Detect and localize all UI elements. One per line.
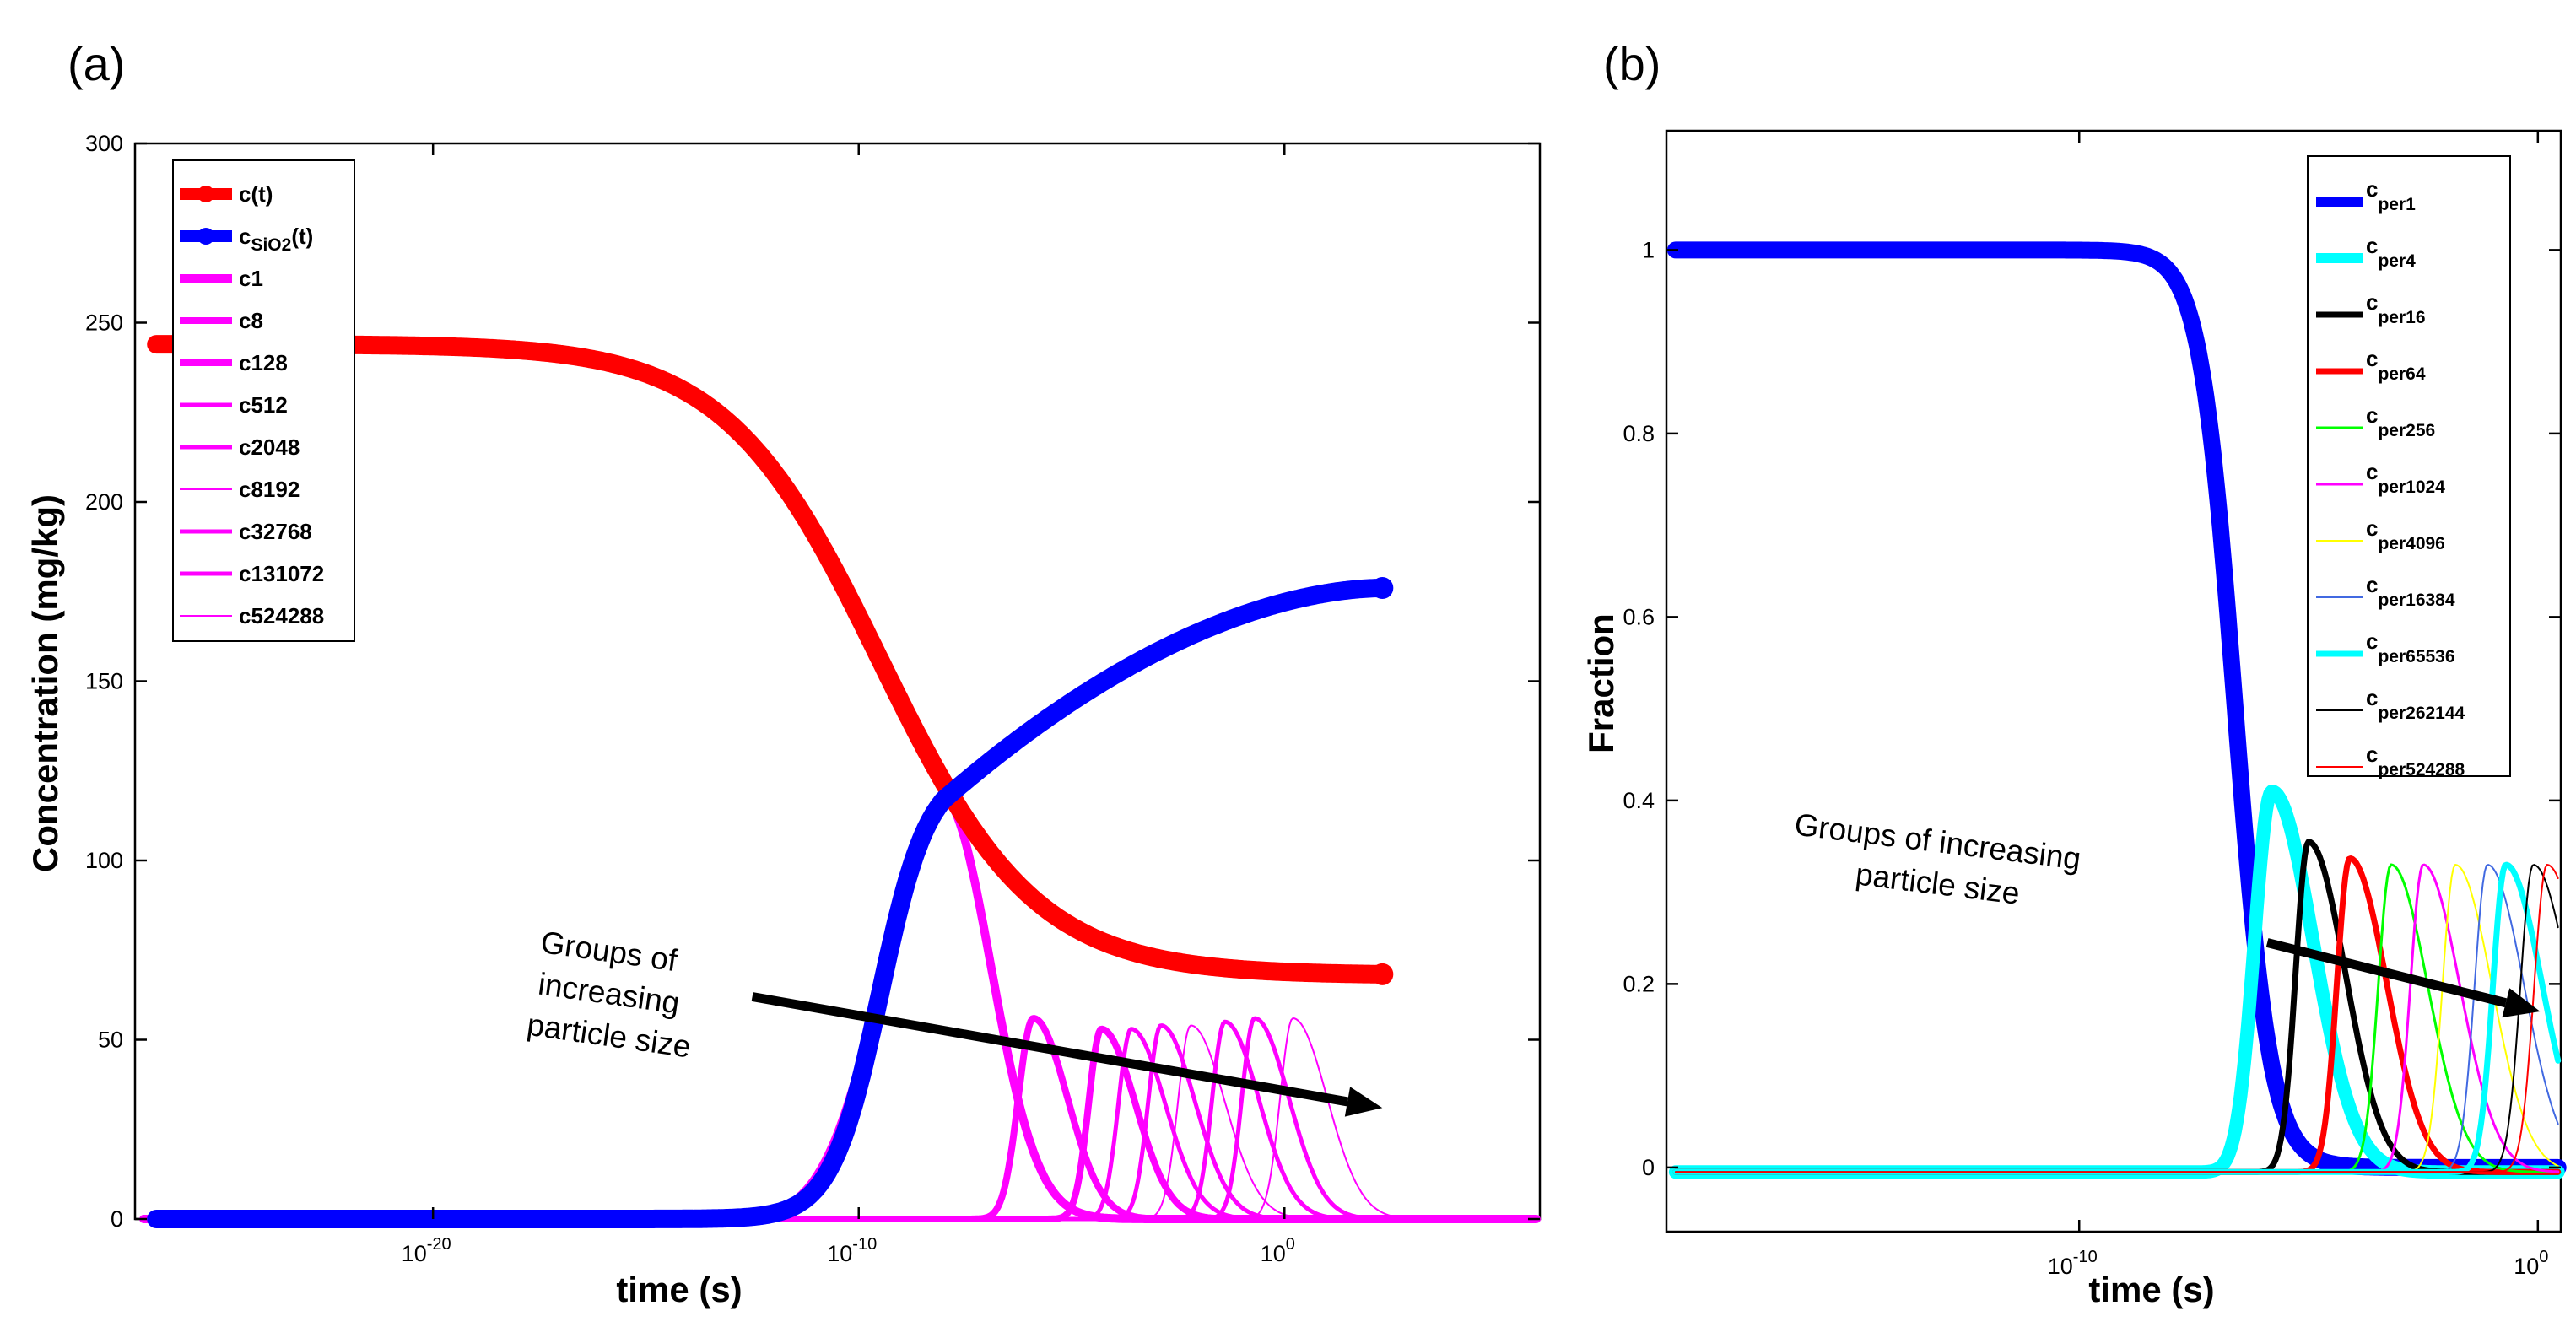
panel-b: (b) 0 0.2 0.4 0.6 0.8 1 1 0 -10 100 Fraction tim…: [1581, 37, 2567, 1309]
series-line-cSiO2(t): [147, 579, 1392, 1228]
panel-b-x-axis-title: time (s): [2088, 1270, 2214, 1309]
y-tick-label: 250: [85, 310, 123, 336]
series-line-cper256: [1674, 863, 2560, 1173]
panel-b-legend-box: [2307, 155, 2511, 777]
legend-label-c512: c512: [239, 392, 288, 418]
y-tick-label: 50: [98, 1028, 123, 1053]
legend-label-sub: per4: [2378, 251, 2416, 271]
panel-b-x-ticks: 10-10 100: [2048, 131, 2548, 1279]
series-line-cper262144: [1674, 864, 2559, 1173]
panel-a-x-axis-title: time (s): [616, 1270, 742, 1309]
legend-label-c524288: c524288: [239, 603, 324, 628]
x-tick-exponent: 0: [1286, 1235, 1295, 1254]
legend-marker-ct: [197, 186, 214, 202]
legend-label-tail: (t): [291, 224, 313, 249]
series-line-cper524288: [1674, 864, 2559, 1173]
panel-a-y-ticks: 0 50 100 150 200 250 300: [85, 131, 1540, 1232]
legend-label-sub: per262144: [2378, 704, 2465, 723]
panel-b-label: (b): [1603, 37, 1661, 90]
legend-marker-cSiO2t: [197, 228, 214, 245]
legend-label-c128: c128: [239, 350, 288, 375]
y-tick-label: 0.6: [1623, 604, 1655, 629]
legend-label-sub: per64: [2378, 364, 2425, 384]
series-line-cper16384: [1674, 864, 2559, 1173]
y-tick-label: 150: [85, 669, 123, 694]
y-tick-label: 0.8: [1623, 421, 1655, 446]
y-tick-label: 0.4: [1623, 788, 1655, 813]
x-tick-label: 10-10: [827, 1235, 877, 1266]
legend-label-c2048: c2048: [239, 434, 300, 460]
legend-label-c1: c1: [239, 266, 263, 291]
legend-label-sub: per1024: [2378, 477, 2445, 497]
legend-label-sub: per1: [2378, 195, 2416, 214]
series-end-marker-ct: [1371, 963, 1394, 985]
legend-label-c8192: c8192: [239, 477, 300, 502]
x-tick-exponent: -10: [852, 1235, 877, 1254]
y-tick-label: 1: [1642, 237, 1655, 262]
series-line-cper1024: [1674, 863, 2560, 1173]
legend-label-sub: per524288: [2378, 760, 2465, 779]
legend-label-sub: per4096: [2378, 534, 2444, 553]
legend-label-sub: per16384: [2378, 591, 2454, 610]
legend-label-sub: SiO2: [251, 235, 291, 255]
legend-label-cper524288: cper524288: [2366, 742, 2465, 779]
x-tick-exponent: 0: [2539, 1248, 2548, 1266]
series-line-cper65536: [1672, 861, 2562, 1175]
legend-label-sub: per16: [2378, 308, 2425, 327]
panel-a-curves: [139, 335, 1541, 1228]
panel-b-legend: cper1cper4cper16cper64cper256cper1024cpe…: [2307, 155, 2511, 779]
panel-a-label: (a): [68, 37, 125, 90]
legend-label-sub: per65536: [2378, 647, 2454, 666]
panel-a-x-ticks: 10-20 10-10 100: [402, 143, 1295, 1266]
y-tick-label: 100: [85, 848, 123, 873]
annotation-arrow-shaft: [751, 992, 1348, 1107]
legend-label-c131072: c131072: [239, 561, 324, 586]
y-tick-label: 0.2: [1623, 971, 1655, 996]
annotation-arrow-head: [1344, 1087, 1383, 1117]
legend-label-c32768: c32768: [239, 519, 312, 544]
x-tick-label: 10-20: [402, 1235, 451, 1266]
y-tick-label: 300: [85, 131, 123, 156]
x-tick-exponent: -20: [427, 1235, 451, 1254]
annotation-arrow-head: [2502, 988, 2541, 1018]
series-line-c(t): [147, 335, 1392, 984]
legend-label-sub: per256: [2378, 421, 2435, 440]
series-line-cper4096: [1674, 864, 2559, 1173]
legend-label-c8: c8: [239, 308, 263, 333]
y-tick-label: 200: [85, 489, 123, 515]
annotation-arrow-shaft: [2265, 938, 2508, 1008]
series-line-cper16: [1672, 839, 2562, 1175]
x-tick-exponent: -10: [2073, 1248, 2098, 1266]
panel-a: (a) 0 50 100 150 200 250 300 10-20 10-10 100 Con…: [25, 37, 1542, 1309]
panel-b-y-axis-title: Fraction: [1581, 613, 1621, 753]
legend-label-ct: c(t): [239, 181, 273, 207]
series-end-marker-cSiO2t: [1371, 577, 1394, 599]
y-tick-label: 0: [1642, 1155, 1655, 1180]
series-line-cper64: [1672, 855, 2562, 1175]
panel-a-y-axis-title: Concentration (mg/kg): [25, 494, 65, 872]
panel-b-plot-frame: [1665, 129, 2562, 1233]
panel-a-legend: c(t)cSiO2(t)c1c8c128c512c2048c8192c32768…: [172, 159, 355, 642]
y-tick-label: 0: [111, 1206, 123, 1232]
panel-b-y-ticks: 0 0.2 0.4 0.6 0.8 1: [1623, 237, 2561, 1180]
x-tick-label: 100: [1261, 1235, 1295, 1266]
x-tick-label: 100: [2514, 1248, 2548, 1279]
